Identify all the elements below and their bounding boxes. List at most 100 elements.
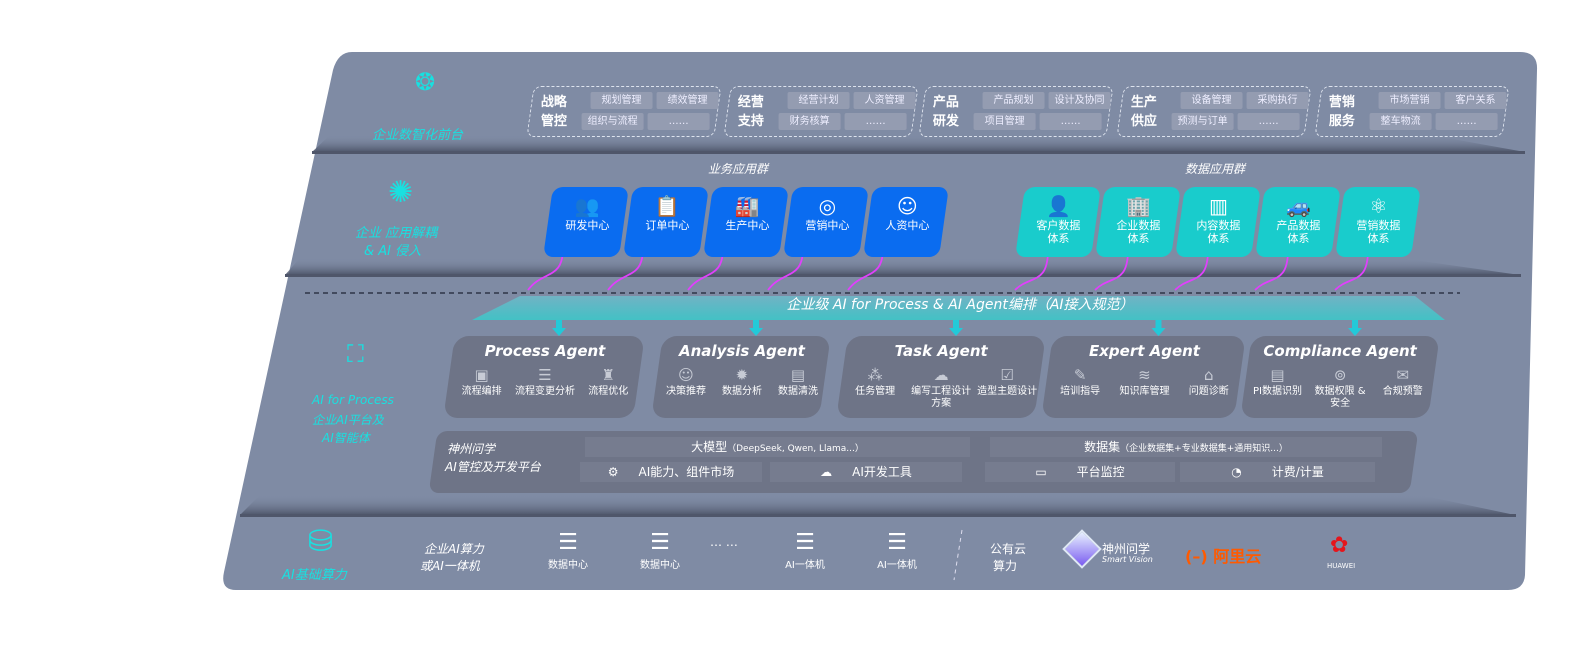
capability-chip[interactable]: 设备管理 bbox=[1180, 92, 1243, 109]
layer2-label-line2: & AI 侵入 bbox=[364, 244, 422, 259]
capability-group: 营销 服务 市场营销 客户关系 整车物流…… bbox=[1314, 86, 1510, 137]
capability-chip[interactable]: 绩效管理 bbox=[656, 92, 719, 109]
capability-chip[interactable]: 整车物流 bbox=[1369, 113, 1432, 130]
server-item: ☰ 数据中心 bbox=[635, 530, 685, 571]
agent-feature[interactable]: ▣ 流程编排 bbox=[450, 364, 513, 398]
agent-title: Compliance Agent bbox=[1263, 342, 1417, 360]
agent-feature[interactable]: ✎ 培训指导 bbox=[1048, 364, 1112, 398]
agent-features: ✎ 培训指导 ≋ 知识库管理 ⌂ 问题诊断 bbox=[1048, 364, 1241, 398]
capability-chip[interactable]: 市场营销 bbox=[1378, 92, 1441, 109]
capability-chip[interactable]: 设计及协同 bbox=[1048, 92, 1111, 109]
agent-feature[interactable]: ☺ 决策推荐 bbox=[658, 364, 713, 398]
users-icon: 👥 bbox=[574, 194, 600, 218]
ai-market-button[interactable]: ⚙ AI能力、组件市场 bbox=[580, 462, 762, 482]
business-app-card[interactable]: ☺ 人资中心 bbox=[863, 187, 949, 257]
public-cloud-line2: 算力 bbox=[993, 559, 1018, 573]
billing-button[interactable]: ◔ 计费/计量 bbox=[1180, 462, 1375, 482]
capability-group: 战略 管控 规划管理 绩效管理 组织与流程…… bbox=[526, 86, 722, 137]
agent-feature[interactable]: ▤ 数据清洗 bbox=[770, 364, 825, 398]
capability-chip[interactable]: …… bbox=[1237, 113, 1300, 130]
server-label: AI一体机 bbox=[877, 560, 917, 571]
capability-chip[interactable]: …… bbox=[844, 113, 907, 130]
capability-chip[interactable]: 客户关系 bbox=[1444, 92, 1507, 109]
agent-content: Compliance Agent ▤ PI数据识别 ⊚ 数据权限 & 安全 ✉ 合规预警 bbox=[1246, 342, 1434, 410]
capability-chip[interactable]: 项目管理 bbox=[973, 113, 1036, 130]
agent-feature[interactable]: ✹ 数据分析 bbox=[714, 364, 769, 398]
agent-feature[interactable]: ☰ 流程变更分析 bbox=[514, 364, 577, 398]
capability-chip[interactable]: 财务核算 bbox=[778, 113, 841, 130]
ai-dev-tools-button[interactable]: ☁ AI开发工具 bbox=[770, 462, 962, 482]
feature-icon: ♜ bbox=[601, 366, 616, 384]
capability-chip[interactable]: …… bbox=[1435, 113, 1498, 130]
layer1-label: 企业数智化前台 bbox=[372, 128, 464, 143]
card-content: ☺ 人资中心 bbox=[869, 193, 945, 232]
agent-card[interactable]: Expert Agent ✎ 培训指导 ≋ 知识库管理 ⌂ 问题诊断 bbox=[1041, 336, 1246, 418]
data-system-card[interactable]: ⚛ 营销数据 体系 bbox=[1335, 187, 1421, 257]
capability-chip[interactable]: 采购执行 bbox=[1246, 92, 1309, 109]
capability-chip[interactable]: 组织与流程 bbox=[581, 113, 644, 130]
down-arrow-icon bbox=[1348, 320, 1362, 336]
factory-icon: 🏭 bbox=[734, 194, 760, 218]
business-app-card[interactable]: 📋 订单中心 bbox=[623, 187, 709, 257]
down-arrow-icon bbox=[949, 320, 963, 336]
agent-feature[interactable]: ⊚ 数据权限 & 安全 bbox=[1309, 364, 1371, 410]
aliyun-bracket-icon: (–) bbox=[1185, 547, 1208, 566]
data-system-card[interactable]: 🏢 企业数据 体系 bbox=[1095, 187, 1181, 257]
person-growth-icon: ☺ bbox=[896, 194, 918, 218]
agent-feature[interactable]: ✉ 合规预警 bbox=[1372, 364, 1434, 410]
platform-monitor-button[interactable]: ▭ 平台监控 bbox=[985, 462, 1175, 482]
private-compute-line2: 或AI一体机 bbox=[420, 559, 480, 573]
agent-content: Analysis Agent ☺ 决策推荐 ✹ 数据分析 ▤ 数据清洗 bbox=[658, 342, 826, 398]
capability-chip[interactable]: 产品规划 bbox=[982, 92, 1045, 109]
card-label-line2: 体系 bbox=[1207, 232, 1230, 245]
agent-title: Process Agent bbox=[484, 342, 606, 360]
agent-feature[interactable]: ☁ 编写工程设计方案 bbox=[908, 364, 973, 410]
feature-icon: ≋ bbox=[1138, 366, 1151, 384]
agent-card[interactable]: Process Agent ▣ 流程编排 ☰ 流程变更分析 ♜ 流程优化 bbox=[443, 336, 645, 418]
agent-feature[interactable]: ⁂ 任务管理 bbox=[842, 364, 907, 410]
feature-icon: ▣ bbox=[474, 366, 489, 384]
books-icon: ▥ bbox=[1208, 194, 1228, 218]
ai-orchestration-banner: 企业级 AI for Process & AI Agent编排（AI接入规范） bbox=[786, 297, 1134, 313]
data-system-card[interactable]: 👤 客户数据 体系 bbox=[1015, 187, 1101, 257]
capability-chip[interactable]: 人资管理 bbox=[853, 92, 916, 109]
business-app-card[interactable]: ◎ 营销中心 bbox=[783, 187, 869, 257]
public-cloud-line1: 公有云 bbox=[990, 542, 1027, 556]
agent-card[interactable]: Analysis Agent ☺ 决策推荐 ✹ 数据分析 ▤ 数据清洗 bbox=[651, 336, 831, 418]
layer3-label-line1: AI for Process bbox=[312, 393, 394, 407]
feature-icon: ⊚ bbox=[1333, 366, 1347, 384]
group-title-line1: 营销 bbox=[1328, 95, 1355, 110]
data-system-card[interactable]: 🚙 产品数据 体系 bbox=[1255, 187, 1341, 257]
platform-monitor-label: 平台监控 bbox=[1076, 465, 1125, 479]
business-app-card[interactable]: 👥 研发中心 bbox=[543, 187, 629, 257]
capability-chip[interactable]: 规划管理 bbox=[590, 92, 653, 109]
feature-label: 流程优化 bbox=[588, 386, 629, 397]
capability-chip[interactable]: …… bbox=[647, 113, 710, 130]
agent-feature[interactable]: ⌂ 问题诊断 bbox=[1177, 364, 1241, 398]
ai-market-label: AI能力、组件市场 bbox=[638, 465, 735, 479]
business-app-card[interactable]: 🏭 生产中心 bbox=[703, 187, 789, 257]
agent-feature[interactable]: ♜ 流程优化 bbox=[577, 364, 640, 398]
group-title-line2: 研发 bbox=[932, 114, 959, 129]
agent-card[interactable]: Task Agent ⁂ 任务管理 ☁ 编写工程设计方案 ☑ 造型主题设计 bbox=[836, 336, 1046, 418]
agent-feature[interactable]: ▤ PI数据识别 bbox=[1246, 364, 1308, 410]
card-content: 🏢 企业数据 体系 bbox=[1100, 193, 1176, 245]
server-icon: ☰ bbox=[795, 530, 815, 555]
capability-chip[interactable]: 预测与订单 bbox=[1171, 113, 1234, 130]
capability-chip[interactable]: 经营计划 bbox=[787, 92, 850, 109]
feature-label: 数据分析 bbox=[721, 386, 762, 397]
server-icon: ☰ bbox=[558, 530, 578, 555]
agent-card[interactable]: Compliance Agent ▤ PI数据识别 ⊚ 数据权限 & 安全 ✉ 合规预警 bbox=[1240, 336, 1440, 418]
card-content: 📋 订单中心 bbox=[629, 193, 705, 232]
card-content: 🏭 生产中心 bbox=[709, 193, 785, 232]
llm-note: （DeepSeek, Qwen, Llama...） bbox=[727, 444, 864, 454]
shenzhou-name: 神州问学 bbox=[1102, 542, 1151, 556]
capability-group: 经营 支持 经营计划 人资管理 财务核算…… bbox=[723, 86, 919, 137]
feature-label: 流程编排 bbox=[461, 386, 502, 397]
feature-icon: ▤ bbox=[790, 366, 806, 384]
agent-feature[interactable]: ☑ 造型主题设计 bbox=[974, 364, 1039, 410]
agent-feature[interactable]: ≋ 知识库管理 bbox=[1113, 364, 1177, 398]
down-arrow-icon bbox=[1151, 320, 1166, 336]
capability-chip[interactable]: …… bbox=[1039, 113, 1102, 130]
data-system-card[interactable]: ▥ 内容数据 体系 bbox=[1175, 187, 1261, 257]
